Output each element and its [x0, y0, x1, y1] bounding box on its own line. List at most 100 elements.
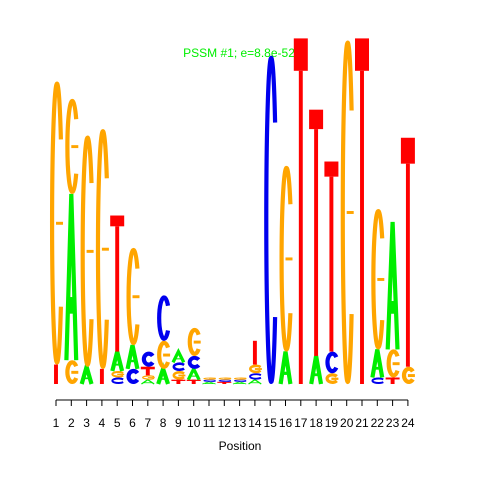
x-tick-label: 22 — [371, 416, 385, 430]
logo-column — [293, 38, 308, 385]
logo-letter-c — [218, 379, 231, 382]
x-tick-label: 15 — [264, 416, 278, 430]
x-tick-label: 23 — [386, 416, 400, 430]
logo-letter-t — [329, 176, 334, 352]
logo-column — [202, 377, 216, 385]
x-axis-label: Position — [219, 439, 262, 453]
logo-letter-t — [54, 364, 58, 384]
x-tick-label: 6 — [129, 416, 136, 430]
logo-letter-g — [340, 40, 354, 384]
logo-letter-g — [279, 165, 293, 352]
logo-column — [79, 135, 94, 385]
logo-column — [125, 247, 140, 384]
logo-letter-a — [385, 221, 400, 350]
logo-column — [340, 40, 354, 384]
logo-letter-c — [233, 379, 247, 382]
logo-letter-g — [157, 340, 171, 369]
logo-letter-t — [298, 70, 303, 385]
logo-letter-a — [202, 381, 216, 385]
logo-letter-a — [171, 347, 186, 364]
logo-letter-c — [371, 377, 384, 384]
x-tick-label: 12 — [218, 416, 232, 430]
logo-column — [110, 215, 125, 384]
logo-letter-a — [309, 355, 324, 385]
logo-letter-g — [142, 375, 155, 380]
x-tick-label: 19 — [325, 416, 339, 430]
logo-letter-g — [172, 371, 186, 380]
logo-letter-a — [125, 344, 140, 370]
x-tick-label: 10 — [187, 416, 201, 430]
logo-letter-c — [187, 355, 201, 369]
logo-column — [186, 327, 201, 384]
logo-letter-t — [314, 129, 319, 356]
logo-letter-g — [80, 135, 94, 367]
logo-letter-g — [233, 377, 247, 380]
logo-column — [217, 377, 232, 384]
x-axis: 1 2 3 4 5 6 7 8 9 10 11 12 13 14 15 16 17 18 19 20 21 22 23 24 — [53, 399, 415, 430]
logo-letter-g — [126, 247, 140, 346]
logo-letter-g — [401, 366, 415, 384]
logo-stacks — [49, 38, 415, 385]
x-tick-label: 9 — [175, 416, 182, 430]
logo-letter-t — [186, 379, 201, 384]
logo-letter-t — [115, 226, 120, 352]
logo-letter-t — [171, 379, 186, 384]
logo-column — [232, 377, 247, 385]
logo-column — [49, 81, 63, 384]
x-tick-label: 20 — [340, 416, 354, 430]
logo-letter-a — [64, 193, 79, 361]
logo-letter-a — [248, 378, 262, 385]
logo-letter-g — [187, 327, 201, 356]
logo-letter-g — [386, 349, 400, 378]
logo-letter-g — [371, 209, 385, 350]
logo-letter-t — [217, 381, 232, 384]
logo-column — [355, 38, 369, 385]
logo-column — [324, 161, 339, 384]
logo-letter-a — [110, 351, 125, 372]
logo-letter-a — [186, 365, 201, 381]
logo-letter-c — [264, 55, 278, 384]
logo-letter-g — [95, 129, 109, 369]
logo-column — [140, 351, 155, 385]
logo-column — [171, 347, 186, 384]
logo-letter-a — [156, 362, 170, 385]
logo-letter-t — [99, 368, 104, 384]
logo-column — [400, 137, 415, 384]
logo-letter-t — [405, 163, 410, 367]
x-tick-label: 17 — [294, 416, 308, 430]
logo-column — [95, 129, 109, 384]
logo-column — [248, 340, 262, 385]
logo-letter-t — [309, 109, 324, 130]
logo-letter-g — [65, 98, 79, 194]
x-tick-label: 5 — [114, 416, 121, 430]
logo-letter-t — [324, 161, 339, 177]
logo-column — [309, 109, 324, 385]
logo-letter-a — [370, 349, 385, 378]
logo-letter-c — [203, 379, 216, 382]
logo-letter-g — [325, 373, 339, 384]
logo-letter-g — [111, 371, 125, 378]
logo-letter-g — [203, 377, 216, 380]
logo-letter-t — [140, 366, 155, 376]
logo-letter-c — [325, 351, 339, 374]
logo-column — [64, 98, 79, 384]
logo-letter-c — [249, 373, 262, 380]
x-tick-label: 4 — [99, 416, 106, 430]
x-tick-label: 2 — [68, 416, 75, 430]
logo-letter-t — [252, 340, 257, 365]
logo-letter-a — [141, 378, 155, 385]
x-tick-label: 18 — [309, 416, 323, 430]
logo-letter-t — [110, 215, 125, 227]
logo-letter-c — [172, 362, 185, 372]
x-tick-label: 14 — [248, 416, 262, 430]
logo-letter-g — [249, 364, 262, 374]
x-tick-label: 1 — [53, 416, 60, 430]
logo-column — [156, 295, 171, 385]
chart-title: PSSM #1; e=8.8e-52 — [183, 46, 295, 60]
logo-letter-t — [293, 38, 308, 71]
logo-letter-g — [65, 360, 79, 384]
logo-letter-c — [157, 295, 171, 341]
x-tick-label: 13 — [233, 416, 247, 430]
logo-letter-a — [79, 359, 94, 385]
